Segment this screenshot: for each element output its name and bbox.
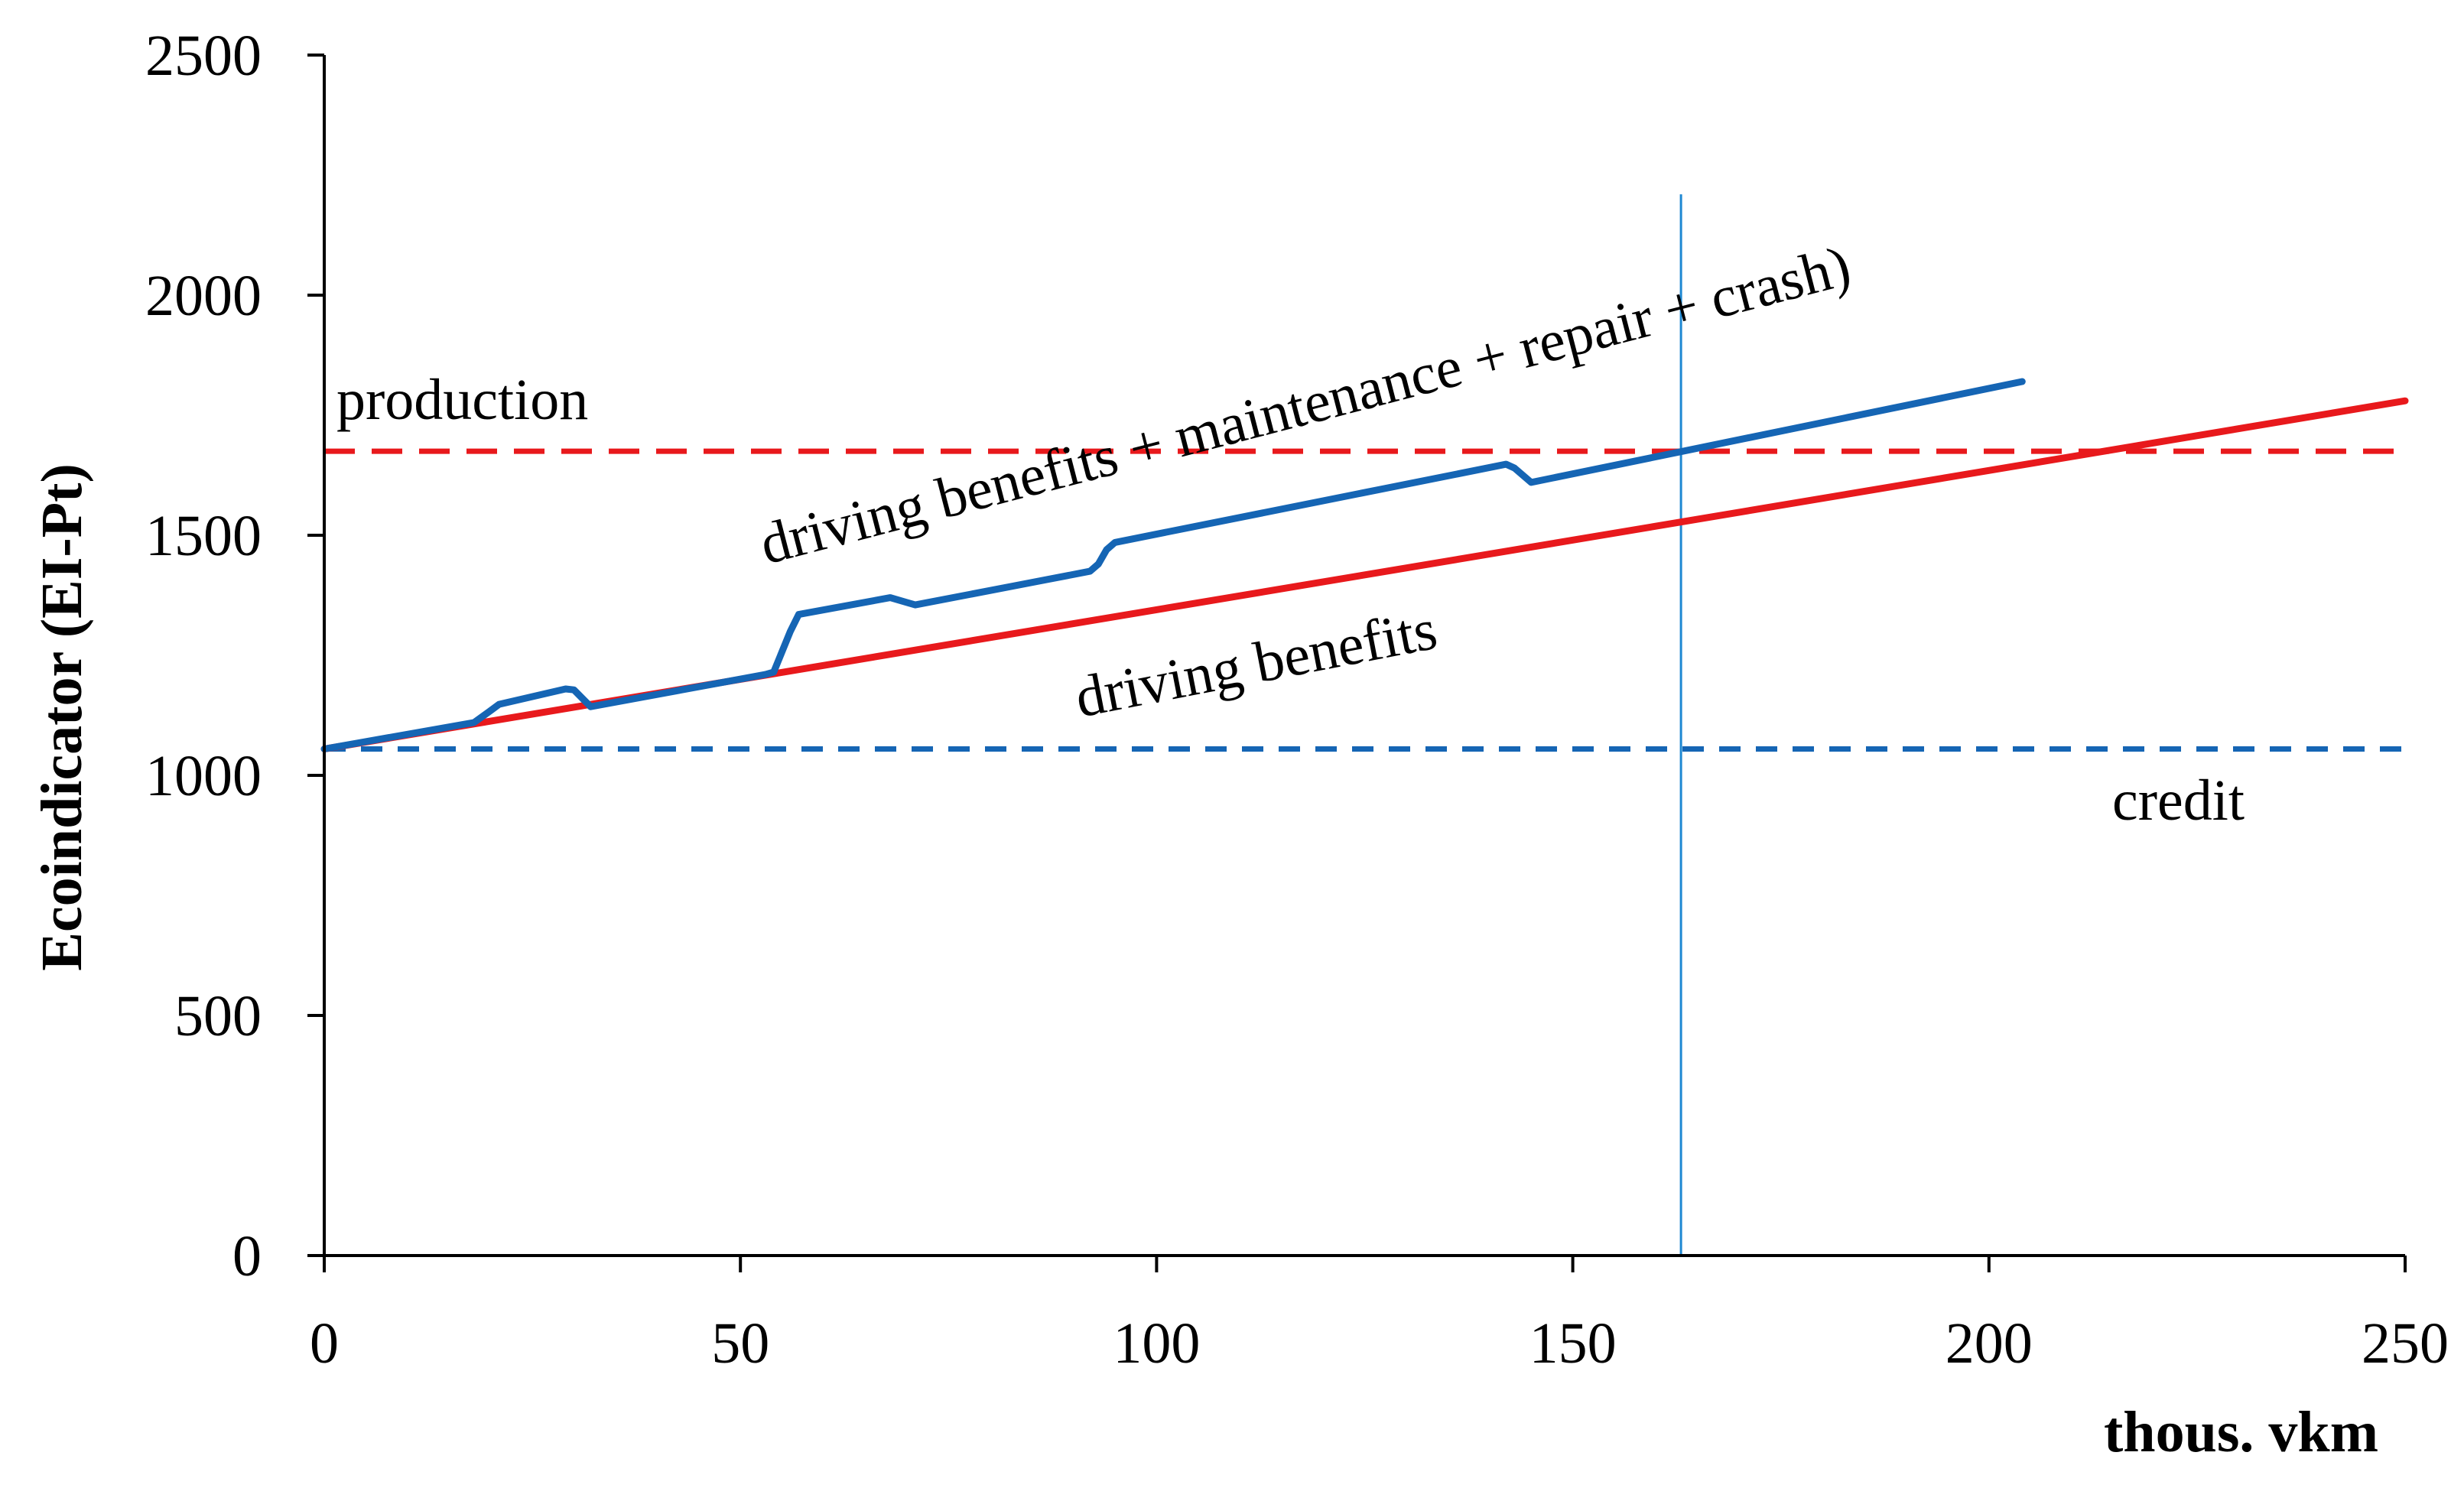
x-tick-label: 50: [711, 1311, 769, 1376]
plot-layer: [320, 194, 2409, 1256]
y-tick-label: 0: [232, 1224, 262, 1288]
axes-layer: 0 500 1000 1500 2000 2500 0 50 100 150 200 250: [145, 24, 2449, 1376]
x-tick-label: 0: [310, 1311, 339, 1376]
y-tick-label: 2500: [145, 24, 262, 88]
x-axis-title: thous. vkm: [2104, 1400, 2378, 1464]
annotation-driving-benefits-plus: driving benefits + maintenance + repair …: [753, 233, 1857, 577]
x-tick-label: 150: [1529, 1311, 1617, 1376]
annotation-production: production: [336, 368, 588, 432]
annotation-layer: production credit driving benefits drivi…: [30, 233, 2378, 1464]
y-axis-title: Ecoindicator (EI-Pt): [30, 463, 94, 971]
x-tick-label: 200: [1946, 1311, 2033, 1376]
y-tick-label: 1500: [145, 504, 262, 568]
y-tick-label: 2000: [145, 264, 262, 328]
x-tick-label: 250: [2362, 1311, 2449, 1376]
x-tick-label: 100: [1113, 1311, 1200, 1376]
series-line-driving-benefits-maintenance-repair-crash: [320, 378, 2026, 752]
y-tick-label: 500: [174, 984, 262, 1048]
annotation-credit: credit: [2112, 768, 2245, 833]
y-tick-label: 1000: [145, 744, 262, 808]
